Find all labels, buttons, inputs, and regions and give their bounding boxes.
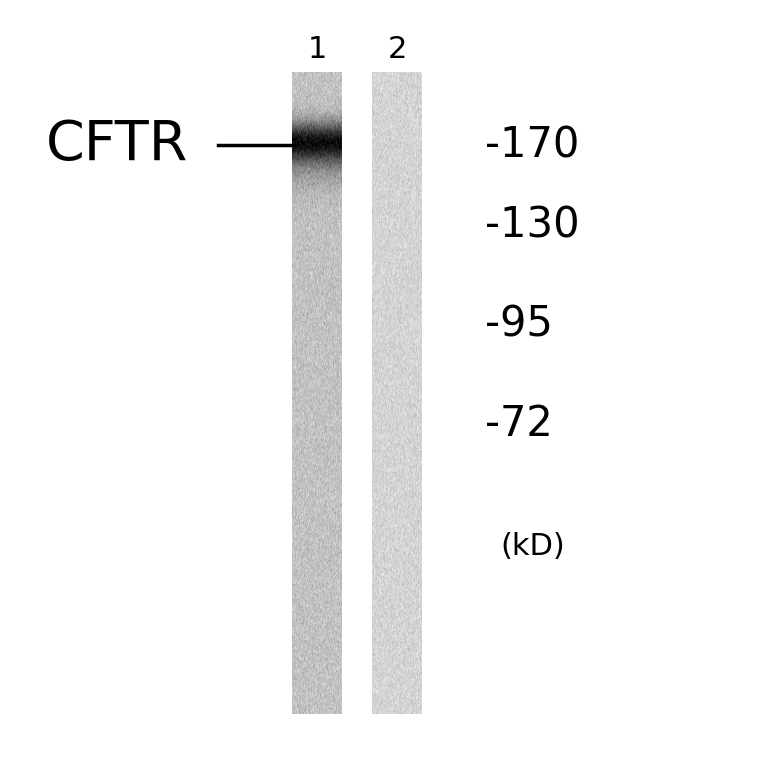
Text: (kD): (kD): [500, 532, 565, 561]
Text: 2: 2: [387, 35, 407, 64]
Text: -130: -130: [485, 205, 580, 246]
Text: 1: 1: [307, 35, 327, 64]
Text: -95: -95: [485, 304, 553, 345]
Text: -72: -72: [485, 403, 553, 445]
Text: -170: -170: [485, 125, 580, 166]
Text: CFTR: CFTR: [46, 118, 188, 172]
